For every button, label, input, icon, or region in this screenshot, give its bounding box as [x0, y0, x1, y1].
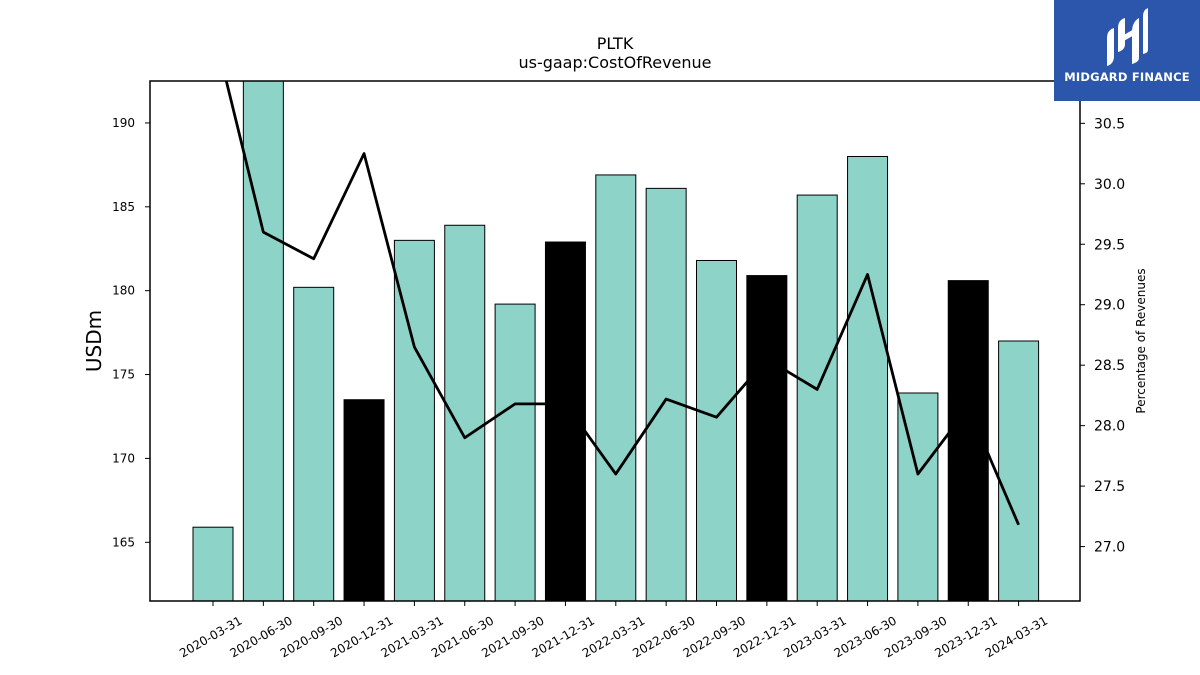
y-tick-label: 180 [112, 284, 135, 298]
logo-text: MIDGARD FINANCE [1064, 70, 1190, 84]
y2-tick-label: 29.5 [1094, 237, 1125, 253]
chart-subtitle: us-gaap:CostOfRevenue [518, 53, 711, 72]
y-tick-label: 170 [112, 451, 135, 465]
y-tick-label: 185 [112, 200, 135, 214]
y2-tick-label: 27.0 [1094, 540, 1125, 556]
bar-2023-09-30 [897, 392, 939, 601]
bar-2024-03-31 [998, 340, 1040, 601]
y2-tick-label: 29.0 [1094, 298, 1125, 314]
plot-area: 165 170 175 180 185 190 27.0 27.5 28.0 28.5 29.0 29… [112, 80, 1125, 660]
midgard-finance-logo: MIDGARD FINANCE [1054, 0, 1200, 101]
bar-2022-06-30 [645, 187, 687, 601]
y2-tick-label: 30.0 [1094, 177, 1125, 193]
y2-axis-label: Percentage of Revenues [1134, 268, 1148, 413]
y-tick-label: 175 [112, 368, 135, 382]
y-tick-label: 165 [112, 535, 135, 549]
y-axis-label: USDm [82, 310, 106, 372]
bars [192, 81, 1040, 601]
y-tick-label: 190 [112, 116, 135, 130]
bar-2022-09-30 [696, 259, 737, 601]
bar-2020-09-30 [293, 286, 335, 601]
bar-2020-03-31 [192, 526, 234, 601]
line-series [224, 81, 1020, 526]
plot-frame [149, 80, 1081, 602]
bar-2020-12-31 [343, 399, 385, 601]
y2-tick-label: 28.0 [1094, 419, 1125, 435]
chart-title: PLTK [597, 34, 634, 53]
y2-tick-label: 28.5 [1094, 358, 1125, 374]
bar-2021-09-30 [494, 303, 536, 601]
bar-2022-03-31 [595, 174, 637, 601]
bar-2023-06-30 [847, 155, 889, 601]
percentage-line [224, 81, 1020, 526]
y2-tick-label: 27.5 [1094, 479, 1125, 495]
bar-2020-06-30 [242, 81, 284, 601]
y2-tick-label: 30.5 [1094, 116, 1125, 132]
bar-2022-12-31 [746, 275, 788, 601]
bar-2023-03-31 [796, 194, 838, 601]
logo-mark-icon [1107, 8, 1148, 66]
